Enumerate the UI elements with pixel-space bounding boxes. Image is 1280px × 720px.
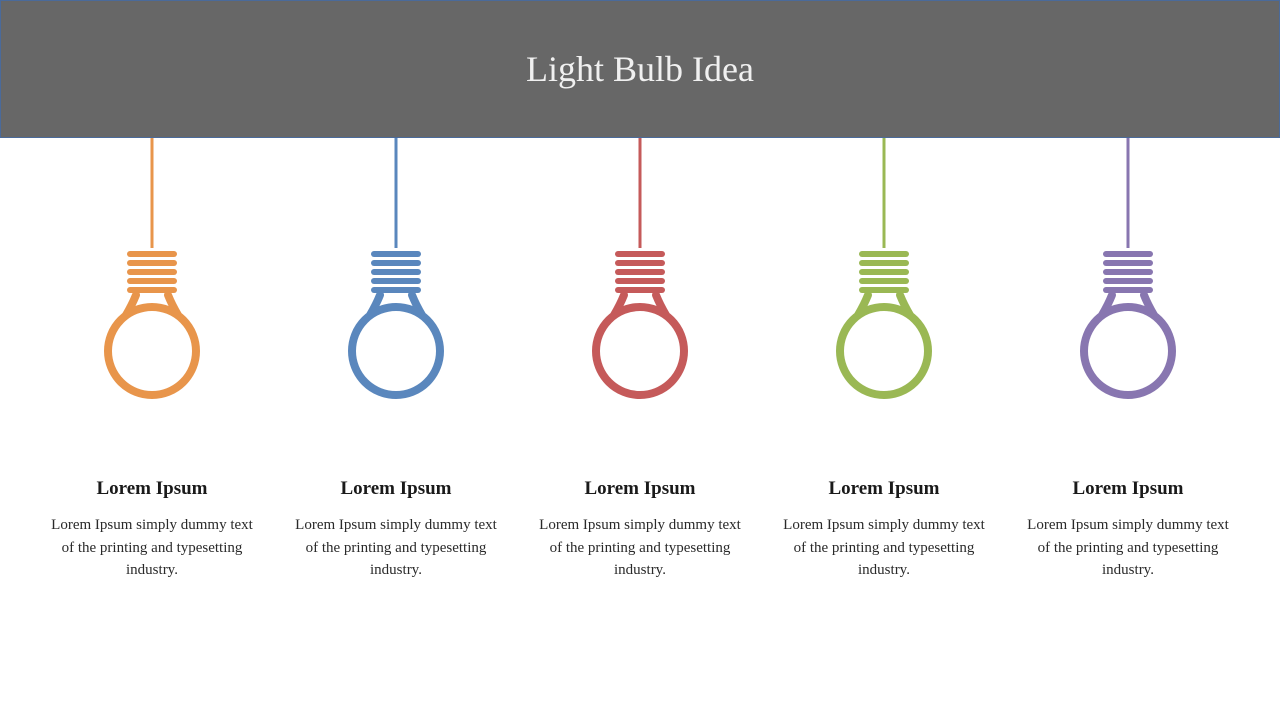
bulb-item <box>274 138 518 448</box>
lightbulb-icon <box>82 138 222 448</box>
item-body: Lorem Ipsum simply dummy text of the pri… <box>289 514 503 582</box>
lightbulb-icon <box>326 138 466 448</box>
bulb-item <box>762 138 1006 448</box>
bulbs-row <box>0 138 1280 448</box>
text-block: Lorem Ipsum Lorem Ipsum simply dummy tex… <box>762 478 1006 582</box>
text-block: Lorem Ipsum Lorem Ipsum simply dummy tex… <box>274 478 518 582</box>
item-body: Lorem Ipsum simply dummy text of the pri… <box>533 514 747 582</box>
text-block: Lorem Ipsum Lorem Ipsum simply dummy tex… <box>1006 478 1250 582</box>
text-block: Lorem Ipsum Lorem Ipsum simply dummy tex… <box>518 478 762 582</box>
item-heading: Lorem Ipsum <box>289 478 503 500</box>
item-body: Lorem Ipsum simply dummy text of the pri… <box>1021 514 1235 582</box>
item-heading: Lorem Ipsum <box>533 478 747 500</box>
lightbulb-icon <box>814 138 954 448</box>
bulb-item <box>518 138 762 448</box>
item-heading: Lorem Ipsum <box>1021 478 1235 500</box>
lightbulb-icon <box>570 138 710 448</box>
bulb-item <box>1006 138 1250 448</box>
header-bar: Light Bulb Idea <box>0 0 1280 138</box>
item-body: Lorem Ipsum simply dummy text of the pri… <box>777 514 991 582</box>
bulb-item <box>30 138 274 448</box>
item-body: Lorem Ipsum simply dummy text of the pri… <box>45 514 259 582</box>
lightbulb-icon <box>1058 138 1198 448</box>
text-row: Lorem Ipsum Lorem Ipsum simply dummy tex… <box>0 478 1280 582</box>
item-heading: Lorem Ipsum <box>45 478 259 500</box>
text-block: Lorem Ipsum Lorem Ipsum simply dummy tex… <box>30 478 274 582</box>
item-heading: Lorem Ipsum <box>777 478 991 500</box>
page-title: Light Bulb Idea <box>526 48 754 90</box>
